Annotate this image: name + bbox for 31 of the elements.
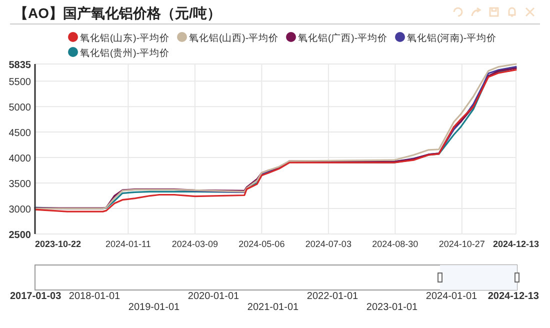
y-tick-label: 3500 [8,179,32,190]
x-tick-label: 2024-07-03 [305,239,352,249]
x-tick-label: 2024-12-13 [492,239,540,249]
y-tick-label: 5500 [8,77,32,88]
y-tick-label: 4500 [8,128,32,140]
y-tick-label: 5000 [8,102,32,114]
x-tick-label: 2024-01-11 [106,239,151,249]
x-tick-label: 2024-03-09 [172,239,218,249]
chart-title: 【AO】国产氧化铝价格（元/吨） [14,5,221,21]
text: 2018-01-01 [68,291,121,302]
y-tick-label: 5835 [8,60,32,71]
text: 2023-01-01 [366,302,418,313]
text: 2024-01-01 [426,291,478,302]
text: 2024-12-13 [488,291,540,302]
x-tick-label: 2023-10-22 [35,239,82,249]
legend-label: 氧化铝(河南)-平均价 [407,32,496,44]
text: 2017-01-03 [10,291,62,302]
legend-label: 氧化铝(山东)-平均价 [80,32,170,44]
y-tick-label: 3000 [8,204,32,216]
y-tick-label: 4000 [8,154,32,165]
legend-label: 氧化铝(广西)-平均价 [298,32,388,44]
text: 2019-01-01 [128,302,180,313]
text: 2020-01-01 [188,291,240,302]
x-tick-label: 2024-10-27 [438,239,485,249]
x-tick-label: 2024-05-06 [238,239,285,249]
text: 2022-01-01 [306,291,359,302]
legend-label: 氧化铝(贵州)-平均价 [80,47,170,59]
y-tick-label: 2500 [8,230,32,241]
x-tick-label: 2024-08-30 [372,239,418,249]
legend-label: 氧化铝(山西)-平均价 [189,32,278,44]
text: 2021-01-01 [247,302,300,313]
